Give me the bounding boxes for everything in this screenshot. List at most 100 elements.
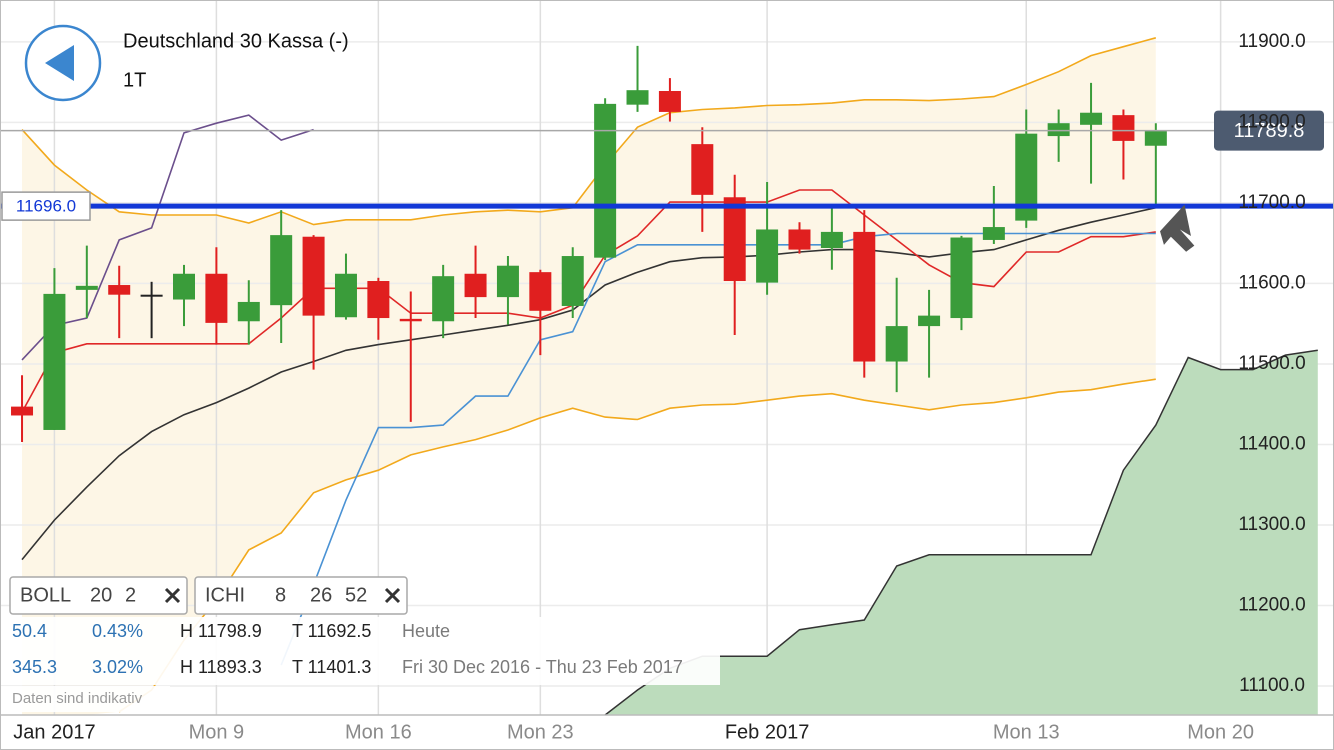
y-tick-label: 11700.0 (1238, 192, 1305, 213)
indicator-line (21, 37, 1157, 226)
candle-body (658, 90, 681, 112)
candle-body (561, 256, 584, 306)
indicator-line (21, 114, 314, 361)
candle-body (756, 229, 779, 283)
y-tick-label: 11300.0 (1238, 514, 1305, 535)
candles (11, 45, 1167, 443)
indicator-param: 8 (275, 584, 286, 606)
candle-body (140, 294, 163, 297)
candle-body (496, 265, 519, 298)
candle-body (334, 273, 357, 318)
indicator-remove[interactable] (384, 587, 401, 604)
indicator-line (280, 232, 1156, 666)
cloud-edge (604, 349, 1318, 716)
price-label-box (1214, 110, 1324, 151)
candle-body (237, 301, 260, 322)
y-tick-label: 11500.0 (1238, 353, 1305, 374)
info-value: 50.4 (12, 621, 47, 641)
candle-body (302, 236, 325, 316)
info-value: 3.02% (92, 657, 143, 677)
candle-body (820, 231, 843, 248)
price-lines: 11696.0 11789.8 (0, 110, 1334, 221)
indicator-name: ICHI (205, 584, 245, 606)
pointer-arrow-icon (1160, 204, 1195, 252)
indicator-param: 20 (90, 584, 112, 606)
candle-body (43, 293, 66, 430)
y-tick-label: 11900.0 (1238, 31, 1305, 52)
candle-body (1015, 133, 1038, 221)
price-label: 11696.0 (16, 197, 76, 216)
chart-title: Deutschland 30 Kassa (-) (123, 30, 349, 52)
info-note: Daten sind indikativ (12, 690, 143, 707)
indicator-chip-box[interactable] (194, 576, 408, 615)
candle-body (270, 235, 293, 306)
candle-body (982, 227, 1005, 240)
cloud-layer (604, 349, 1318, 716)
x-tick-label: Mon 9 (189, 721, 245, 743)
info-value: H 11893.3 (180, 657, 262, 677)
axes: 11100.0 11200.0 11300.0 11400.0 11500.0 11600… (0, 31, 1334, 743)
candle-body (399, 318, 422, 322)
indicator-remove[interactable] (164, 587, 181, 604)
candle-body (108, 285, 131, 295)
candle-body (788, 229, 811, 250)
indicator-chip[interactable]: BOLL 20 2 (9, 576, 188, 615)
candle-body (11, 406, 34, 416)
legend-panel: BOLL 20 2 ICHI 8 26 52 50.4 0.43% H 11798.9 T 1169… (0, 576, 720, 712)
y-tick-label: 11600.0 (1238, 272, 1305, 293)
info-value: T 11692.5 (292, 621, 371, 641)
indicator-param: 26 (310, 584, 332, 606)
candle-body (594, 103, 617, 258)
note-background (0, 686, 170, 712)
price-label-box (1, 191, 91, 221)
info-value: T 11401.3 (292, 657, 371, 677)
y-tick-label: 11100.0 (1239, 675, 1305, 696)
back-arrow[interactable] (45, 45, 74, 81)
x-tick-label: Mon 20 (1187, 721, 1254, 743)
candle-body (75, 285, 98, 290)
candle-body (691, 144, 714, 195)
indicator-param: 2 (125, 584, 136, 606)
info-value: H 11798.9 (180, 621, 262, 641)
candle-body (464, 273, 487, 298)
candle-body (885, 326, 908, 362)
candle-body (853, 231, 876, 362)
indicator-name: BOLL (20, 584, 71, 606)
x-tick-label: Mon 13 (993, 721, 1060, 743)
x-tick-label: Jan 2017 (13, 721, 95, 743)
cloud-area (605, 350, 1318, 715)
info-background (0, 617, 720, 685)
candle-body (1112, 115, 1135, 141)
candle-body (173, 273, 195, 300)
candle-body (205, 273, 228, 323)
candle-body (626, 90, 649, 105)
candle-body (529, 272, 552, 311)
indicator-chip[interactable]: ICHI 8 26 52 (194, 576, 408, 615)
indicator-chip-box[interactable] (9, 576, 188, 615)
candle-body (1080, 112, 1103, 125)
indicator-line (118, 378, 1156, 713)
candle-body (723, 197, 746, 282)
info-value: 0.43% (92, 621, 143, 641)
y-tick-label: 11800.0 (1238, 111, 1305, 132)
back-button[interactable] (24, 24, 102, 102)
y-tick-label: 11400.0 (1238, 433, 1305, 454)
indicator-param: 52 (345, 584, 367, 606)
ui-overlay: Deutschland 30 Kassa (-) 1T (24, 24, 1195, 252)
x-tick-label: Feb 2017 (725, 721, 810, 743)
x-tick-label: Mon 23 (507, 721, 574, 743)
candle-body (1047, 123, 1070, 137)
candle-body (367, 281, 390, 319)
candle-body (432, 276, 455, 322)
x-tick-label: Mon 16 (345, 721, 412, 743)
info-value: Fri 30 Dec 2016 - Thu 23 Feb 2017 (402, 657, 683, 677)
info-value: Heute (402, 621, 450, 641)
info-value: 345.3 (12, 657, 57, 677)
candle-body (950, 237, 973, 319)
price-label: 11789.8 (1234, 120, 1305, 142)
candle-body (918, 315, 941, 327)
chart-period: 1T (123, 69, 146, 91)
candle-body (1144, 130, 1167, 146)
y-tick-label: 11200.0 (1238, 595, 1305, 616)
